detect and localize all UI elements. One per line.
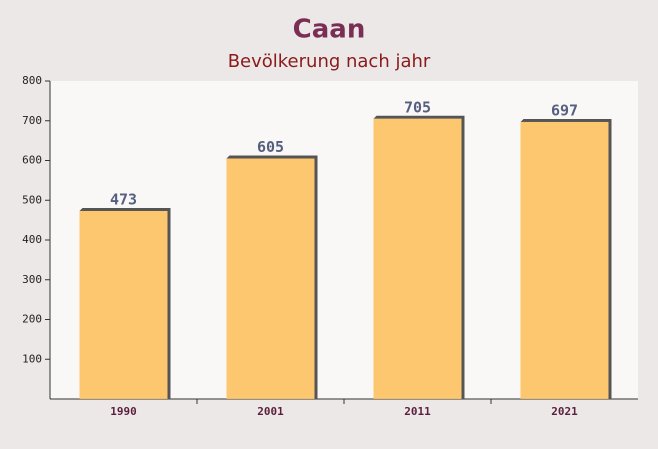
y-tick-label: 200 <box>22 313 42 326</box>
value-label: 697 <box>551 101 578 119</box>
x-tick-label: 2011 <box>404 405 431 418</box>
y-tick-label: 700 <box>22 114 42 127</box>
value-label: 605 <box>257 138 284 156</box>
y-tick-label: 500 <box>22 193 42 206</box>
bar <box>520 121 609 399</box>
value-label: 705 <box>404 98 431 116</box>
bar <box>226 158 315 399</box>
x-tick-label: 1990 <box>110 405 137 418</box>
bar <box>79 210 168 399</box>
y-tick-label: 300 <box>22 273 42 286</box>
bar <box>373 118 462 399</box>
y-tick-label: 800 <box>22 74 42 87</box>
x-tick-label: 2021 <box>551 405 578 418</box>
chart-subtitle: Bevölkerung nach jahr <box>228 51 431 72</box>
chart-title: Caan <box>293 15 366 45</box>
value-label: 473 <box>110 190 137 208</box>
x-tick-label: 2001 <box>257 405 284 418</box>
y-tick-label: 600 <box>22 154 42 167</box>
y-tick-label: 100 <box>22 352 42 365</box>
y-tick-label: 400 <box>22 233 42 246</box>
